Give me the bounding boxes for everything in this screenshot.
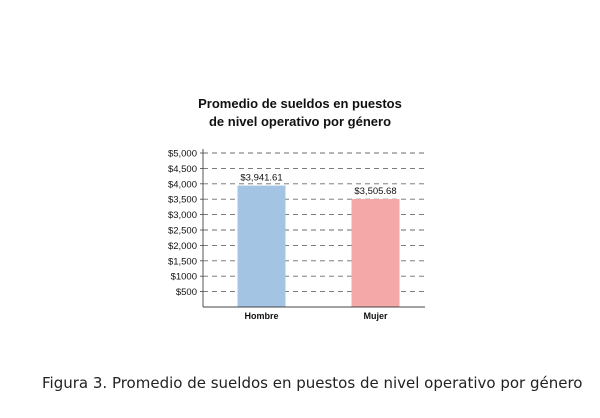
x-axis-categories: Hombre Mujer	[244, 311, 388, 321]
x-category-label: Hombre	[244, 311, 278, 321]
y-tick-label: $2,500	[168, 226, 197, 237]
chart-title-line: Promedio de sueldos en puestos	[198, 96, 402, 111]
y-tick-label: $4,500	[168, 164, 197, 175]
caption-label: Figura 3.	[42, 374, 108, 392]
bar	[237, 185, 286, 307]
y-tick-label: $2,000	[168, 241, 197, 252]
chart-title-line: de nivel operativo por género	[209, 114, 391, 129]
y-tick-label: $3,000	[168, 210, 197, 221]
y-tick-label: $3,500	[168, 195, 197, 206]
y-tick-label: $4,000	[168, 179, 197, 190]
y-tick-label: $500	[176, 287, 197, 298]
figure-caption: Figura 3. Promedio de sueldos en puestos…	[42, 374, 582, 392]
chart-title: Promedio de sueldos en puestos de nivel o…	[198, 96, 402, 129]
y-tick-label: $1,500	[168, 256, 197, 267]
bar	[351, 199, 400, 307]
caption-text: Promedio de sueldos en puestos de nivel …	[107, 374, 583, 392]
data-label: $3,505.68	[354, 186, 396, 197]
x-category-label: Mujer	[363, 311, 388, 321]
axes	[202, 149, 425, 308]
y-tick-label: $5,000	[168, 149, 197, 160]
bars	[237, 185, 400, 307]
y-tick-label: $1000	[171, 272, 197, 283]
y-axis-ticks: $500 $1000 $1,500 $2,000 $2,500 $3,000 $3,500 $…	[168, 149, 203, 298]
data-labels: $3,941.61 $3,505.68	[240, 173, 396, 197]
data-label: $3,941.61	[240, 173, 282, 184]
